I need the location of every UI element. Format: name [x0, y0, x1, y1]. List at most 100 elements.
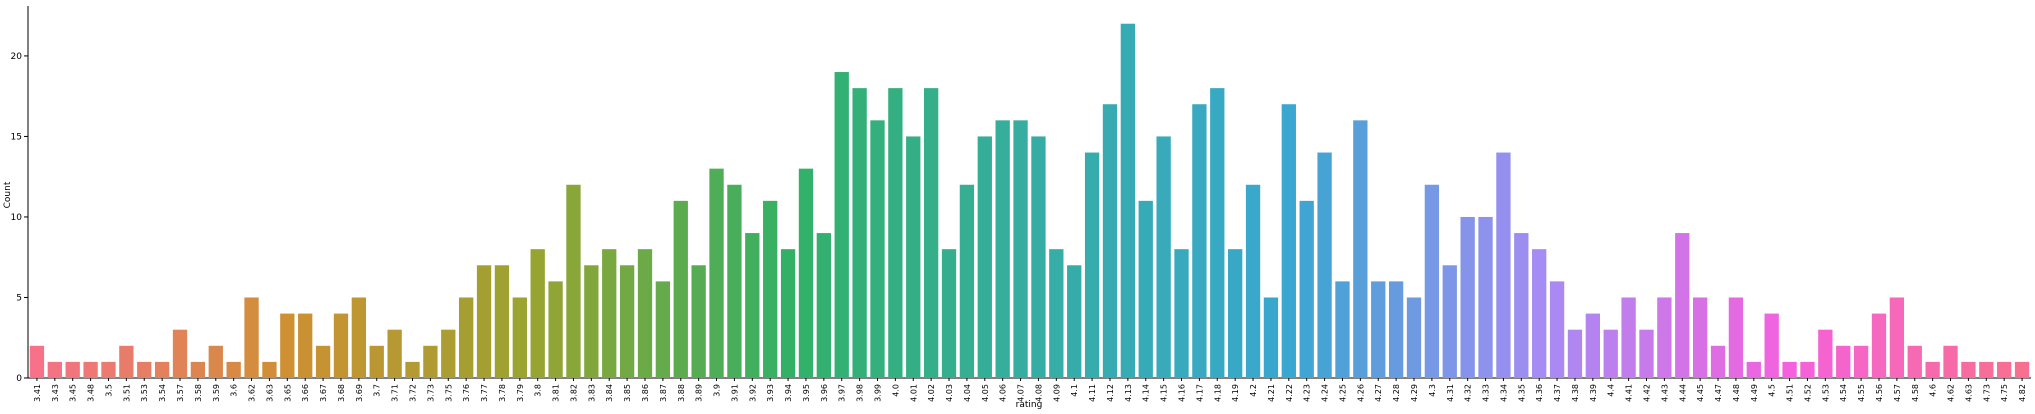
x-tick-label: 4.21	[1267, 384, 1276, 402]
x-tick-label: 4.42	[1642, 384, 1651, 402]
bar	[1299, 200, 1314, 378]
bar	[83, 361, 98, 378]
bar	[226, 361, 241, 378]
bar	[333, 313, 349, 378]
x-tick-label: 4.0	[891, 384, 900, 397]
bar	[441, 329, 456, 378]
x-tick-label: 3.98	[856, 384, 865, 402]
bar	[1943, 345, 1958, 378]
bar	[1585, 313, 1600, 378]
y-axis-label: Count	[3, 181, 13, 208]
x-tick-label: 3.77	[480, 384, 489, 402]
bar	[1192, 104, 1207, 378]
x-tick-label: 4.03	[945, 384, 954, 402]
bar	[816, 233, 831, 378]
bar	[1317, 152, 1332, 378]
bar	[852, 88, 867, 378]
bar	[1692, 297, 1708, 378]
x-tick-label: 3.54	[158, 384, 167, 402]
x-tick-label: 3.97	[838, 384, 847, 402]
bar	[494, 265, 510, 378]
bar	[1997, 361, 2012, 378]
x-tick-label: 3.69	[355, 384, 364, 402]
x-tick-label: 3.85	[623, 384, 632, 402]
bar	[1514, 233, 1529, 378]
x-tick-label: 4.32	[1464, 384, 1473, 402]
x-tick-label: 4.23	[1303, 384, 1312, 402]
bar	[1836, 345, 1851, 378]
bar	[1728, 297, 1744, 378]
bar	[1120, 23, 1136, 378]
bar	[1961, 361, 1976, 378]
bar	[298, 313, 313, 378]
x-tick-label: 4.01	[909, 384, 918, 402]
bar	[137, 361, 152, 378]
x-tick-label: 4.31	[1446, 384, 1455, 402]
bar	[655, 281, 671, 378]
bar	[1067, 265, 1082, 378]
bar	[1764, 313, 1779, 378]
x-tick-label: 4.36	[1535, 384, 1544, 402]
bar	[1406, 297, 1422, 378]
bar	[1156, 136, 1171, 378]
x-tick-label: 4.37	[1553, 384, 1562, 402]
bar	[637, 249, 653, 378]
x-tick-label: 4.3	[1428, 384, 1437, 397]
x-tick-label: 4.53	[1821, 384, 1830, 402]
bar	[1567, 329, 1583, 378]
x-tick-label: 4.58	[1911, 384, 1920, 402]
x-tick-label: 3.65	[283, 384, 292, 402]
bar	[1496, 152, 1511, 378]
x-tick-label: 3.67	[319, 384, 328, 402]
y-tick-label: 0	[16, 374, 22, 384]
bar	[423, 345, 438, 378]
x-tick-label: 3.6	[230, 384, 239, 397]
bar	[280, 313, 295, 378]
bar	[2014, 361, 2030, 378]
x-tick-label: 4.19	[1231, 384, 1240, 402]
bar	[1388, 281, 1404, 378]
x-tick-label: 3.92	[748, 384, 757, 402]
x-tick-label: 4.35	[1517, 384, 1526, 402]
bar	[101, 361, 116, 378]
bar	[1889, 297, 1905, 378]
x-tick-label: 4.28	[1392, 384, 1401, 402]
x-tick-label: 4.11	[1088, 384, 1097, 402]
bar	[673, 200, 688, 378]
x-tick-label: 3.83	[587, 384, 596, 402]
bar	[244, 297, 259, 378]
x-tick-label: 3.62	[248, 384, 257, 402]
bar	[906, 136, 921, 378]
x-tick-label: 3.7	[373, 384, 382, 397]
bar	[1138, 200, 1153, 378]
x-tick-label: 3.63	[265, 384, 274, 402]
x-tick-label: 3.78	[498, 384, 507, 402]
x-tick-label: 4.44	[1678, 384, 1687, 402]
bar	[1621, 297, 1636, 378]
x-tick-label: 3.59	[212, 384, 221, 402]
bar	[780, 249, 796, 378]
x-tick-label: 3.75	[444, 384, 453, 402]
bar	[584, 265, 599, 378]
bar	[1460, 216, 1475, 378]
x-tick-label: 4.29	[1410, 384, 1419, 402]
x-tick-label: 4.45	[1696, 384, 1705, 402]
x-tick-label: 3.76	[462, 384, 471, 402]
bar	[530, 249, 545, 378]
x-tick-label: 3.84	[605, 384, 614, 402]
bar	[1245, 184, 1261, 378]
bar	[566, 184, 581, 378]
x-tick-label: 3.81	[552, 384, 561, 402]
bar	[977, 136, 992, 378]
bar	[512, 297, 527, 378]
x-tick-label: 4.38	[1571, 384, 1580, 402]
x-tick-label: 4.08	[1034, 384, 1043, 402]
x-tick-label: 4.4	[1607, 384, 1616, 397]
bar	[1442, 265, 1457, 378]
bar	[959, 184, 975, 378]
x-tick-label: 3.91	[730, 384, 739, 402]
x-tick-label: 3.8	[534, 384, 543, 397]
x-tick-label: 4.55	[1857, 384, 1866, 402]
x-tick-label: 4.62	[1947, 384, 1956, 402]
bar	[47, 361, 62, 378]
